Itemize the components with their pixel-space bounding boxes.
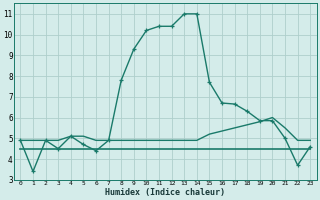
X-axis label: Humidex (Indice chaleur): Humidex (Indice chaleur) <box>105 188 225 197</box>
